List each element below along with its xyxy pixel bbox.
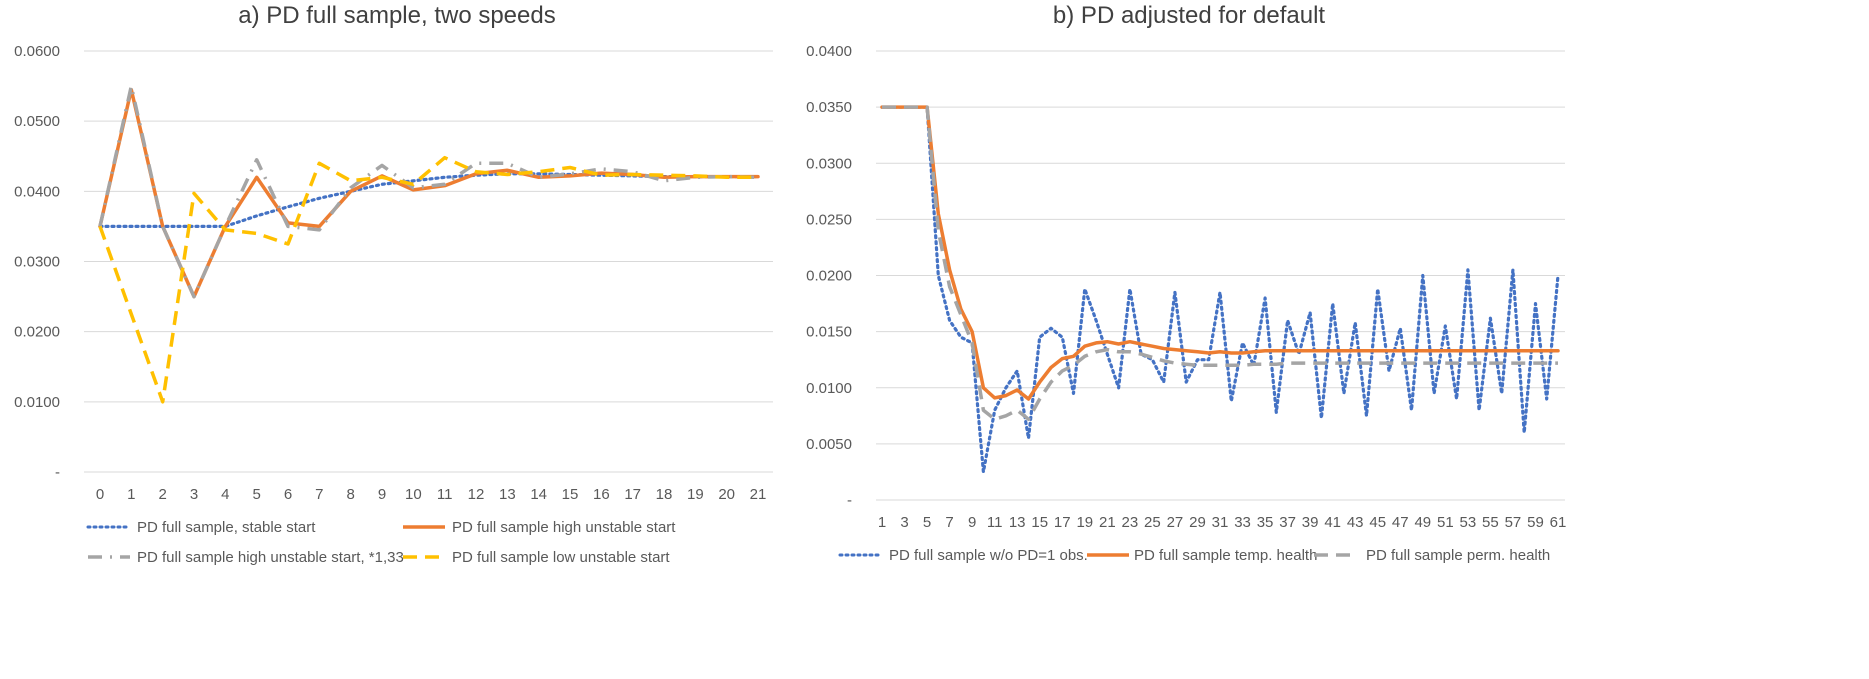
- x-tick-label: 25: [1144, 514, 1161, 531]
- y-tick-label: 0.0350: [806, 99, 852, 116]
- x-tick-label: 17: [1054, 514, 1071, 531]
- x-tick-label: 47: [1392, 514, 1409, 531]
- x-tick-label: 16: [593, 486, 610, 503]
- chart-a-legend: PD full sample, stable start PD full sam…: [86, 519, 676, 566]
- x-tick-label: 21: [1099, 514, 1116, 531]
- x-tick-label: 2: [158, 486, 166, 503]
- legend-label-temp-health: PD full sample temp. health: [1134, 547, 1317, 564]
- x-tick-label: 18: [656, 486, 673, 503]
- y-tick-label: 0.0100: [806, 380, 852, 397]
- x-tick-label: 31: [1212, 514, 1229, 531]
- y-tick-label: 0.0250: [806, 211, 852, 228]
- legend-label-stable-start: PD full sample, stable start: [137, 519, 316, 536]
- x-tick-label: 7: [315, 486, 323, 503]
- chart-b-legend: PD full sample w/o PD=1 obs. PD full sam…: [838, 547, 1550, 564]
- series-line-pd-full-sample-high-unstable-start-1-33: [98, 84, 759, 299]
- x-tick-label: 0: [96, 486, 104, 503]
- x-tick-label: 13: [499, 486, 516, 503]
- y-tick-label: 0.0500: [14, 113, 60, 130]
- chart-b: b) PD adjusted for default - 0.0050 0.0100…: [806, 2, 1566, 564]
- y-tick-label: -: [847, 492, 852, 509]
- x-tick-label: 35: [1257, 514, 1274, 531]
- x-tick-label: 41: [1324, 514, 1341, 531]
- x-tick-label: 15: [562, 486, 579, 503]
- legend-label-perm-health: PD full sample perm. health: [1366, 547, 1550, 564]
- y-tick-label: 0.0400: [806, 43, 852, 60]
- x-tick-label: 3: [900, 514, 908, 531]
- x-tick-label: 9: [968, 514, 976, 531]
- x-tick-label: 4: [221, 486, 229, 503]
- y-tick-label: 0.0600: [14, 43, 60, 60]
- x-tick-label: 33: [1234, 514, 1251, 531]
- chart-a-title: a) PD full sample, two speeds: [238, 2, 555, 29]
- x-tick-label: 49: [1414, 514, 1431, 531]
- y-tick-label: -: [55, 464, 60, 481]
- x-tick-label: 5: [923, 514, 931, 531]
- y-tick-label: 0.0200: [14, 324, 60, 341]
- x-tick-label: 1: [127, 486, 135, 503]
- x-tick-label: 29: [1189, 514, 1206, 531]
- x-tick-label: 53: [1460, 514, 1477, 531]
- x-tick-label: 6: [284, 486, 292, 503]
- x-tick-label: 8: [346, 486, 354, 503]
- x-tick-label: 59: [1527, 514, 1544, 531]
- legend-label-low-unstable: PD full sample low unstable start: [452, 549, 670, 566]
- x-tick-label: 19: [1076, 514, 1093, 531]
- legend-label-high-unstable-scaled: PD full sample high unstable start, *1,3…: [137, 549, 404, 566]
- x-tick-label: 10: [405, 486, 422, 503]
- x-tick-label: 23: [1122, 514, 1139, 531]
- series-line-pd-full-sample-high-unstable-start: [98, 87, 760, 299]
- series-line-pd-full-sample-w-o-pd-1-obs: [880, 105, 1560, 474]
- x-tick-label: 27: [1167, 514, 1184, 531]
- series-line-pd-full-sample-perm-health: [882, 105, 1558, 421]
- x-tick-label: 9: [378, 486, 386, 503]
- y-tick-label: 0.0050: [806, 436, 852, 453]
- x-tick-label: 61: [1550, 514, 1567, 531]
- x-tick-label: 43: [1347, 514, 1364, 531]
- legend-label-high-unstable: PD full sample high unstable start: [452, 519, 676, 536]
- x-tick-label: 15: [1031, 514, 1048, 531]
- chart-a-gridlines: [84, 50, 773, 473]
- chart-a-series: [98, 84, 760, 404]
- x-tick-label: 19: [687, 486, 704, 503]
- y-tick-label: 0.0200: [806, 268, 852, 285]
- x-tick-label: 51: [1437, 514, 1454, 531]
- y-tick-label: 0.0100: [14, 394, 60, 411]
- chart-a-y-axis: - 0.0100 0.0200 0.0300 0.0400 0.0500 0.0600: [14, 43, 60, 481]
- x-tick-label: 39: [1302, 514, 1319, 531]
- y-tick-label: 0.0300: [14, 254, 60, 271]
- x-tick-label: 11: [987, 514, 1003, 531]
- x-tick-label: 20: [718, 486, 735, 503]
- legend-label-wo-pd1: PD full sample w/o PD=1 obs.: [889, 547, 1088, 564]
- series-line-pd-full-sample-low-unstable-start: [98, 155, 758, 404]
- chart-b-y-axis: - 0.0050 0.0100 0.0150 0.0200 0.0250 0.0300 0.0…: [806, 43, 852, 509]
- y-tick-label: 0.0400: [14, 183, 60, 200]
- x-tick-label: 7: [945, 514, 953, 531]
- x-tick-label: 3: [190, 486, 198, 503]
- x-tick-label: 14: [530, 486, 547, 503]
- x-tick-label: 45: [1369, 514, 1386, 531]
- x-tick-label: 1: [878, 514, 886, 531]
- x-tick-label: 5: [252, 486, 260, 503]
- x-tick-label: 17: [624, 486, 641, 503]
- x-tick-label: 13: [1009, 514, 1026, 531]
- x-tick-label: 11: [437, 486, 453, 503]
- x-tick-label: 55: [1482, 514, 1499, 531]
- x-tick-label: 37: [1279, 514, 1296, 531]
- y-tick-label: 0.0300: [806, 155, 852, 172]
- chart-b-series: [880, 105, 1560, 474]
- series-line-pd-full-sample-temp-health: [880, 105, 1560, 401]
- chart-b-x-axis: 1 3 5 7 9 11 13 15 17 19 21 23 25 27 29 31 33 35 37 39 41 43 4…: [878, 514, 1567, 531]
- chart-a-x-axis: 0 1 2 3 4 5 6 7 8 9 10 11 12 13 14 15 16 17 18 19 20 21: [96, 486, 767, 503]
- x-tick-label: 21: [750, 486, 767, 503]
- chart-b-gridlines: [876, 50, 1565, 501]
- y-tick-label: 0.0150: [806, 324, 852, 341]
- x-tick-label: 57: [1505, 514, 1522, 531]
- chart-a: a) PD full sample, two speeds - 0.0100 0.0…: [14, 2, 773, 566]
- x-tick-label: 12: [468, 486, 485, 503]
- chart-b-title: b) PD adjusted for default: [1053, 2, 1325, 29]
